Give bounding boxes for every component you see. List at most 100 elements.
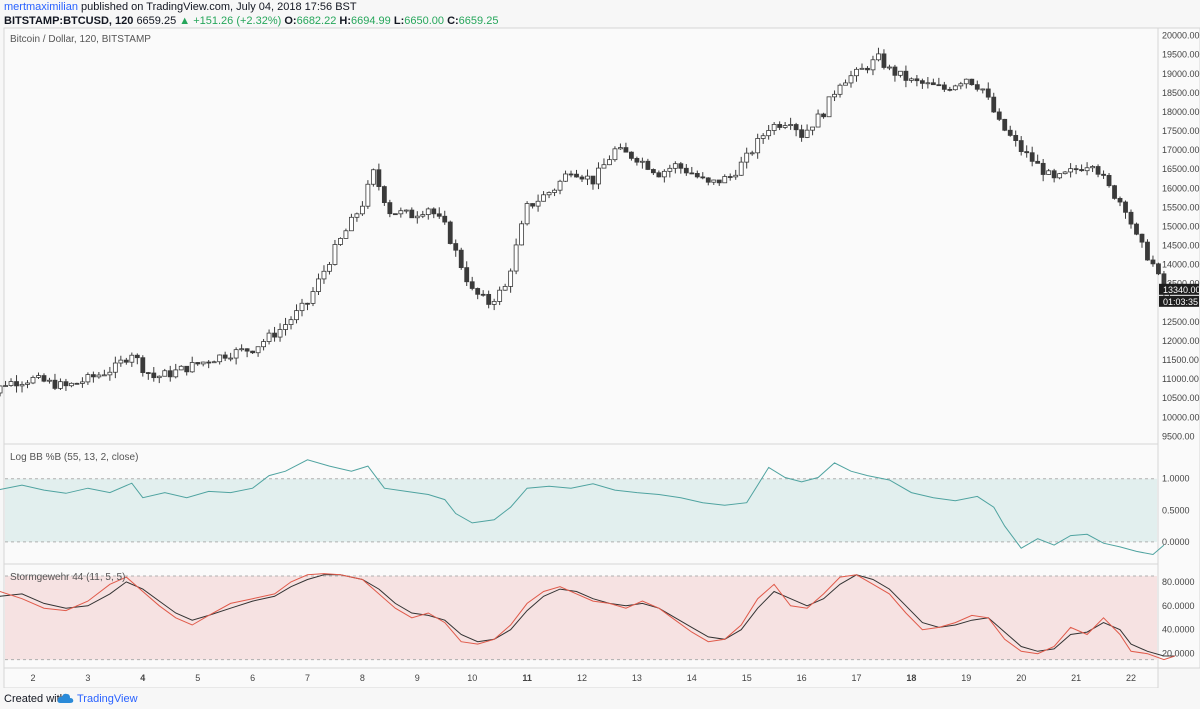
candle-body (892, 66, 898, 76)
candle-body (211, 361, 217, 364)
published-text: published on TradingView.com, July 04, 2… (81, 1, 357, 13)
candle-body (1002, 118, 1008, 131)
candle-body (184, 365, 190, 373)
date-tick-label: 5 (195, 673, 200, 683)
candle-body (788, 124, 794, 126)
date-tick-label: 17 (851, 673, 861, 683)
candle-body (189, 362, 195, 373)
candle-body (557, 180, 563, 191)
candle-body (700, 176, 706, 179)
bb-tick-label: 0.0000 (1162, 537, 1190, 547)
candle-body (524, 203, 530, 225)
candle-body (530, 203, 535, 207)
storm-tick-label: 20.0000 (1162, 649, 1195, 659)
candle-body (19, 384, 25, 387)
candle-body (359, 205, 365, 215)
candle-body (0, 385, 3, 394)
price-tick-label: 13500.00 (1162, 279, 1200, 289)
candle-body (722, 176, 728, 184)
candle-body (991, 96, 997, 113)
candle-body (766, 130, 772, 137)
candle-body (980, 88, 986, 91)
price-pane[interactable] (3, 27, 1159, 445)
candle-body (266, 332, 272, 342)
candle-body (261, 341, 266, 348)
candle-body (793, 124, 799, 131)
candle-body (162, 370, 168, 377)
date-tick-label: 22 (1126, 673, 1136, 683)
candle-body (469, 281, 475, 289)
candle-body (689, 172, 695, 175)
candle-body (283, 324, 288, 330)
candle-body (848, 75, 854, 84)
storm-tick-label: 60.0000 (1162, 601, 1195, 611)
last-price-box (1159, 283, 1199, 295)
candle-body (349, 216, 354, 232)
price-tick-label: 17000.00 (1162, 145, 1200, 155)
candle-body (782, 125, 788, 128)
price-tick-label: 14500.00 (1162, 241, 1200, 251)
candle-body (233, 349, 239, 359)
price-tick-label: 12000.00 (1162, 336, 1200, 346)
candle-body (535, 200, 541, 207)
candle-body (601, 164, 607, 169)
candle-body (815, 113, 821, 128)
candle-body (327, 264, 332, 272)
candle-body (876, 53, 881, 61)
candle-body (661, 170, 667, 178)
candle-body (612, 148, 618, 161)
candle-body (25, 382, 30, 385)
bb-band (5, 478, 1157, 542)
date-tick-label: 20 (1016, 673, 1026, 683)
price-tick-label: 14000.00 (1162, 260, 1200, 270)
candle-body (667, 167, 673, 172)
candle-body (41, 375, 47, 382)
candle-body (464, 267, 470, 283)
candle-body (447, 221, 453, 244)
candle-body (985, 88, 991, 98)
candle-body (552, 189, 557, 193)
candle-body (738, 161, 744, 176)
bb-pane-title: Log BB %B (55, 13, 2, close) (10, 452, 138, 463)
date-tick-label: 10 (467, 673, 477, 683)
candle-body (716, 179, 722, 184)
candle-body (810, 126, 815, 131)
candle-body (354, 213, 360, 218)
countdown-box (1159, 295, 1199, 307)
candle-body (80, 381, 85, 384)
candle-body (607, 159, 612, 166)
candle-body (288, 319, 294, 325)
candle-body (310, 291, 316, 304)
candle-body (947, 88, 953, 91)
candle-body (568, 173, 574, 176)
candle-body (96, 374, 102, 378)
candle-body (519, 223, 525, 246)
candle-body (398, 210, 404, 215)
candle-body (497, 289, 503, 302)
candle-body (755, 138, 761, 154)
symbol-label[interactable]: BITSTAMP:BTCUSD, 120 (4, 15, 134, 27)
tradingview-link[interactable]: TradingView (77, 693, 138, 705)
candle-body (574, 173, 579, 178)
candle-body (705, 177, 711, 183)
price-axis[interactable] (1157, 27, 1200, 669)
axis-ticks: 20000.00 19500.00 19000.00 18500.00 18000.00… (30, 31, 1199, 683)
price-tick-label: 12500.00 (1162, 317, 1200, 327)
candle-body (969, 78, 975, 86)
date-tick-label: 18 (906, 673, 916, 683)
candle-body (1024, 151, 1030, 154)
last-price-label: 13340.00 (1163, 285, 1200, 295)
candle-body (173, 369, 179, 378)
price-tick-label: 19000.00 (1162, 69, 1200, 79)
candle-body (151, 372, 157, 379)
author-link[interactable]: mertmaximilian (4, 1, 78, 13)
candle-body (585, 175, 590, 180)
price-pane-title: Bitcoin / Dollar, 120, BITSTAMP (10, 34, 151, 45)
candle-body (678, 163, 684, 169)
candle-body (1134, 223, 1139, 235)
candle-body (1106, 175, 1112, 187)
candle-body (974, 84, 980, 90)
candle-body (255, 346, 261, 354)
storm-tick-label: 40.0000 (1162, 625, 1195, 635)
